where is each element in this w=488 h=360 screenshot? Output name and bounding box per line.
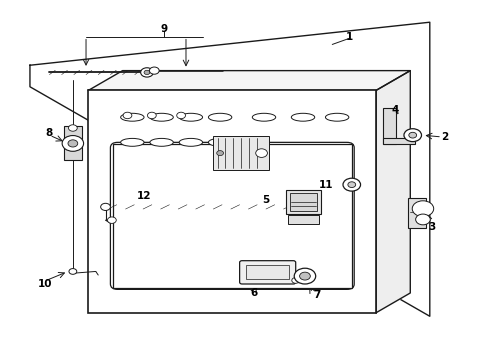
Bar [383, 108, 395, 144]
Text: 6: 6 [250, 288, 257, 298]
Bar [383, 138, 414, 144]
Bar [285, 190, 321, 214]
Ellipse shape [208, 113, 231, 121]
Circle shape [342, 178, 360, 191]
Polygon shape [30, 22, 429, 316]
Ellipse shape [325, 113, 348, 121]
Bar [88, 90, 375, 313]
Bar [64, 126, 81, 160]
Ellipse shape [179, 138, 202, 146]
Circle shape [255, 149, 267, 157]
Circle shape [101, 203, 110, 211]
Bar [245, 265, 289, 279]
Circle shape [291, 278, 299, 283]
Text: 11: 11 [319, 180, 333, 190]
Ellipse shape [208, 138, 231, 146]
Circle shape [149, 67, 159, 74]
Circle shape [299, 272, 310, 280]
Circle shape [408, 132, 416, 138]
Text: 1: 1 [345, 32, 352, 41]
Text: 12: 12 [137, 191, 151, 201]
Bar [113, 144, 351, 288]
FancyBboxPatch shape [110, 142, 353, 289]
Ellipse shape [179, 113, 202, 121]
Ellipse shape [150, 113, 173, 121]
Circle shape [176, 112, 185, 119]
Circle shape [403, 129, 421, 141]
Circle shape [68, 125, 77, 131]
Polygon shape [375, 71, 409, 313]
Circle shape [347, 182, 355, 188]
Text: 4: 4 [391, 105, 399, 115]
Bar [212, 136, 268, 170]
Text: 5: 5 [261, 195, 268, 205]
Text: 8: 8 [46, 129, 53, 138]
Polygon shape [88, 71, 409, 90]
Circle shape [294, 268, 315, 284]
Circle shape [216, 150, 223, 156]
Text: 10: 10 [37, 279, 52, 289]
Ellipse shape [121, 113, 144, 121]
Circle shape [68, 140, 78, 147]
Bar [407, 198, 426, 228]
Circle shape [69, 269, 77, 274]
Ellipse shape [150, 138, 173, 146]
Bar [289, 193, 317, 211]
Ellipse shape [121, 138, 144, 146]
FancyBboxPatch shape [239, 261, 295, 284]
Text: 7: 7 [312, 291, 320, 301]
Text: 2: 2 [440, 132, 447, 142]
Circle shape [411, 201, 433, 217]
Circle shape [144, 70, 150, 75]
Circle shape [123, 112, 132, 119]
Circle shape [415, 214, 429, 225]
Ellipse shape [252, 113, 275, 121]
Circle shape [141, 68, 153, 77]
Ellipse shape [291, 113, 314, 121]
Text: 3: 3 [427, 222, 435, 231]
Text: 9: 9 [160, 24, 167, 35]
Circle shape [107, 217, 116, 224]
Circle shape [147, 112, 156, 119]
Bar [287, 215, 319, 224]
Circle shape [62, 135, 83, 151]
